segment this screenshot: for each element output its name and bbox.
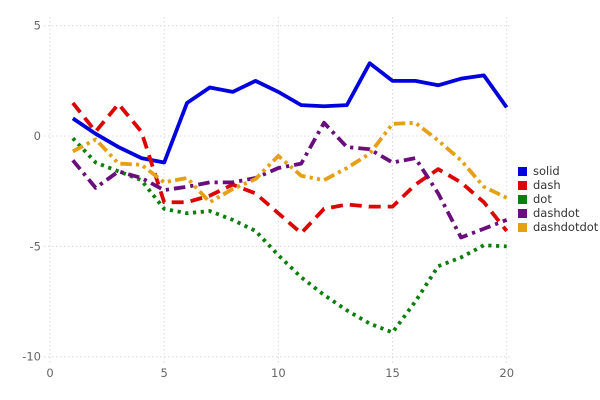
x-tick-label: 5: [161, 366, 168, 380]
x-tick-label: 20: [499, 366, 514, 380]
legend-item-dash: dash: [518, 178, 598, 192]
legend: solid dash dot dashdot dashdotdot: [518, 164, 598, 234]
legend-item-dashdotdot: dashdotdot: [518, 220, 598, 234]
legend-swatch-dot: [518, 194, 527, 204]
legend-item-dashdot: dashdot: [518, 206, 598, 220]
legend-swatch-dash: [518, 180, 527, 190]
series-line-dashdotdot: [71, 120, 508, 205]
series-line-dash: [71, 101, 509, 236]
legend-item-dot: dot: [518, 192, 598, 206]
series-line-dashdot: [71, 120, 508, 240]
legend-item-solid: solid: [518, 164, 598, 178]
series-line-solid: [71, 61, 509, 165]
y-tick-label: -5: [30, 239, 41, 253]
y-tick-label: -10: [22, 350, 41, 364]
legend-swatch-solid: [518, 166, 527, 176]
legend-label: dashdot: [533, 206, 580, 220]
x-tick-label: 0: [46, 366, 53, 380]
x-tick-label: 15: [385, 366, 400, 380]
legend-label: dot: [533, 192, 552, 206]
x-tick-label: 10: [271, 366, 286, 380]
y-tick-label: 0: [34, 129, 41, 143]
legend-swatch-dashdot: [518, 208, 527, 218]
legend-label: dashdotdot: [533, 220, 599, 234]
y-tick-label: 5: [34, 19, 41, 33]
legend-swatch-dashdotdot: [518, 222, 527, 232]
legend-label: solid: [533, 164, 560, 178]
series-line-dot: [71, 136, 507, 335]
legend-label: dash: [533, 178, 561, 192]
